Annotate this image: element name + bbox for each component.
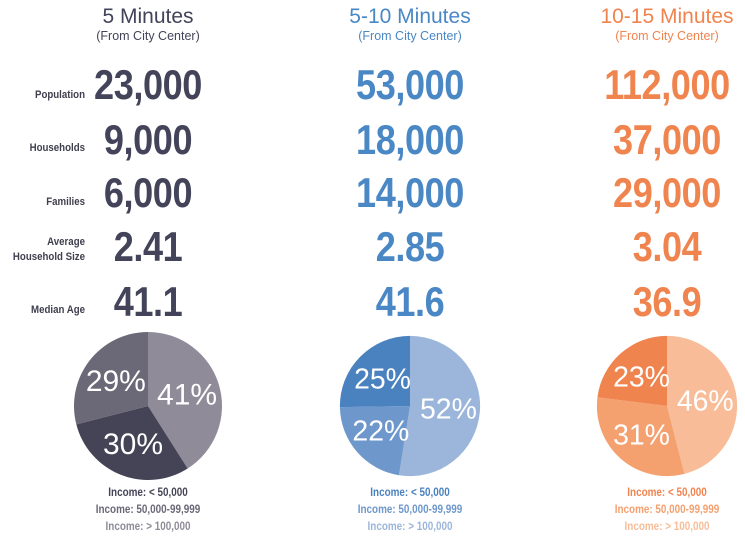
row-label-average-household-size-text: Average Household Size [12, 236, 85, 263]
column-title: 5 Minutes [102, 5, 194, 28]
row-label-average-household-size: Average Household Size [10, 235, 85, 265]
value-median-age: 41.1 [113, 278, 183, 325]
pie-slice-label: 31% [613, 419, 670, 451]
legend-income-under-50000: Income: < 50,000 [627, 487, 707, 499]
legend-income-50000-99999: Income: 50,000-99,999 [95, 504, 201, 516]
pie-slice-label: 30% [103, 428, 163, 461]
pie-slice-label: 46% [677, 386, 734, 418]
value-population: 112,000 [604, 61, 730, 108]
column-subtitle: (From City Center) [615, 29, 719, 43]
row-label-families: Families [46, 196, 85, 208]
column-subtitle: (From City Center) [96, 29, 200, 43]
income-pie-chart: 46%31% 23% [596, 335, 738, 477]
value-average-household-size: 2.41 [113, 223, 183, 270]
pie-slice [339, 335, 410, 408]
value-households: 18,000 [356, 116, 464, 163]
pie-slice-label: 22% [352, 416, 409, 448]
value-average-household-size: 2.85 [375, 223, 445, 270]
pie-slice [76, 406, 188, 480]
legend-income-over-100000: Income: > 100,000 [105, 521, 191, 533]
pie-slice-label: 52% [420, 394, 477, 426]
legend-income-under-50000: Income: < 50,000 [370, 487, 450, 499]
column-title: 5-10 Minutes [349, 5, 471, 28]
value-median-age: 41.6 [375, 278, 445, 325]
pie-slice [596, 397, 685, 477]
pie-slice-label: 29% [86, 365, 146, 398]
value-families: 6,000 [103, 169, 193, 216]
legend-income-over-100000: Income: > 100,000 [624, 521, 710, 533]
column-subtitle: (From City Center) [358, 29, 462, 43]
value-average-household-size: 3.04 [632, 223, 702, 270]
income-pie-chart: 52% 22% 25% [339, 335, 481, 477]
pie-slice [398, 335, 481, 477]
legend-income-over-100000: Income: > 100,000 [367, 521, 453, 533]
column-title: 10-15 Minutes [600, 5, 734, 28]
pie-slice-label: 25% [354, 363, 411, 395]
value-households: 37,000 [613, 116, 721, 163]
legend-income-under-50000: Income: < 50,000 [108, 487, 188, 499]
pie-slice [74, 332, 148, 425]
income-pie-chart: 41% 30% 29% [74, 332, 223, 480]
value-families: 14,000 [356, 169, 464, 216]
legend-income-50000-99999: Income: 50,000-99,999 [614, 504, 720, 516]
row-label-households: Households [29, 142, 85, 154]
value-median-age: 36.9 [632, 278, 702, 325]
column-5-minutes: 5 Minutes (From City Center) 23,000 9,00… [48, 0, 248, 540]
row-label-population: Population [34, 89, 85, 101]
column-5-10-minutes: 5-10 Minutes (From City Center) 53,000 1… [310, 0, 510, 540]
pie-slice [148, 332, 223, 469]
value-population: 23,000 [94, 61, 202, 108]
pie-slice [597, 335, 667, 406]
pie-slice [667, 335, 738, 474]
pie-slice-label: 23% [613, 362, 670, 394]
legend-income-50000-99999: Income: 50,000-99,999 [357, 504, 463, 516]
value-population: 53,000 [356, 61, 464, 108]
value-families: 29,000 [613, 169, 721, 216]
pie-slice [339, 406, 410, 476]
pie-slice-label: 41% [157, 379, 217, 412]
row-label-median-age: Median Age [31, 304, 85, 316]
value-households: 9,000 [103, 116, 193, 163]
column-10-15-minutes: 10-15 Minutes (From City Center) 112,000… [567, 0, 745, 540]
